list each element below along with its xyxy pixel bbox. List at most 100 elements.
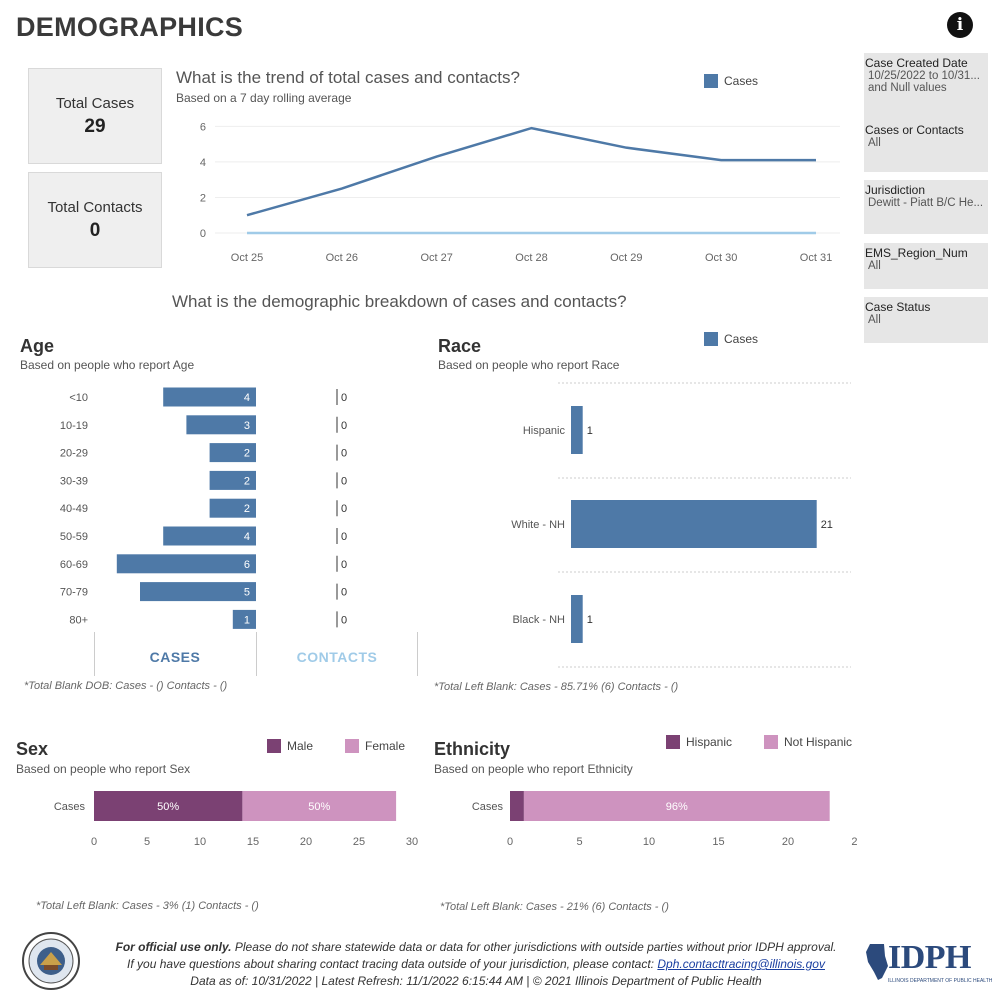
legend-label: Hispanic	[686, 735, 733, 749]
filter-label: Jurisdiction	[865, 183, 926, 197]
x-tick-label: Oct 27	[420, 252, 452, 264]
age-cases-bar	[163, 387, 256, 407]
x-tick-label: 0	[507, 836, 513, 848]
age-cases-value: 4	[244, 392, 250, 404]
age-cases-value: 1	[244, 614, 250, 626]
idph-logo-subtext: ILLINOIS DEPARTMENT OF PUBLIC HEALTH	[888, 978, 993, 984]
age-category-label: 40-49	[60, 503, 88, 515]
age-category-label: <10	[69, 392, 88, 404]
age-title: Age	[20, 336, 55, 356]
legend-swatch	[345, 739, 359, 753]
demographic-question: What is the demographic breakdown of cas…	[172, 292, 627, 311]
x-tick-label: 15	[712, 836, 724, 848]
stacked-category-label: Cases	[54, 801, 86, 813]
x-tick-label: 20	[782, 836, 794, 848]
age-cases-value: 4	[244, 531, 250, 543]
y-tick-label: 6	[200, 121, 206, 133]
age-contacts-value: 0	[341, 503, 347, 515]
race-bar	[571, 595, 583, 643]
filter-jurisdiction[interactable]: Jurisdiction Dewitt - Piatt B/C He...	[864, 180, 988, 234]
filter-value: All	[868, 260, 881, 272]
info-icon[interactable]: i	[947, 12, 973, 38]
x-tick-label: 5	[144, 836, 150, 848]
filter-label: Case Created Date	[865, 56, 968, 70]
x-tick-label: 5	[576, 836, 582, 848]
x-tick-label: 30	[406, 836, 418, 848]
x-tick-label: Oct 29	[610, 252, 642, 264]
race-value-label: 1	[587, 614, 593, 626]
y-tick-label: 0	[200, 228, 206, 240]
tab-cases[interactable]: CASES	[149, 649, 201, 665]
race-bar-chart: Hispanic 1 White - NH 21 Black - NH 1	[511, 382, 851, 668]
x-tick-label: 10	[194, 836, 206, 848]
age-category-label: 30-39	[60, 475, 88, 487]
race-category-label: Black - NH	[512, 614, 565, 626]
total-cases-card: Total Cases 29	[28, 68, 162, 164]
x-tick-label: 10	[643, 836, 655, 848]
trend-subtitle: Based on a 7 day rolling average	[176, 91, 352, 105]
age-category-label: 20-29	[60, 448, 88, 460]
filter-label: Case Status	[865, 300, 931, 314]
age-note: *Total Blank DOB: Cases - () Contacts - …	[24, 680, 228, 692]
x-tick-label: Oct 28	[515, 252, 547, 264]
tab-contacts[interactable]: CONTACTS	[296, 649, 378, 665]
y-tick-label: 2	[200, 192, 206, 204]
age-contacts-value: 0	[341, 475, 347, 487]
age-cases-bar	[232, 609, 256, 629]
segment-percent-label: 50%	[157, 801, 179, 813]
age-cases-value: 2	[244, 475, 250, 487]
age-category-label: 10-19	[60, 420, 88, 432]
footer-line3: Data as of: 10/31/2022 | Latest Refresh:…	[190, 974, 762, 988]
age-cases-bar	[209, 498, 256, 518]
stacked-category-label: Cases	[472, 801, 504, 813]
ethnicity-legend-not-hispanic: Not Hispanic	[764, 735, 852, 749]
filter-cases-or-contacts[interactable]: Cases or Contacts All	[864, 120, 988, 172]
age-cases-bar	[116, 554, 256, 574]
x-tick-label: 15	[247, 836, 259, 848]
idph-logo: IDPH ILLINOIS DEPARTMENT OF PUBLIC HEALT…	[864, 939, 993, 990]
age-contacts-value: 0	[341, 614, 347, 626]
race-value-label: 1	[587, 425, 593, 437]
x-tick-label: Oct 26	[326, 252, 358, 264]
segment-male	[94, 791, 243, 821]
age-category-label: 70-79	[60, 587, 88, 599]
race-category-label: White - NH	[511, 519, 565, 531]
race-legend: Cases	[704, 332, 758, 346]
legend-label: Not Hispanic	[784, 735, 853, 749]
idph-logo-text: IDPH	[888, 939, 972, 976]
age-cases-bar	[209, 443, 256, 463]
y-tick-label: 4	[200, 157, 206, 169]
segment-percent-label: 50%	[308, 801, 330, 813]
filter-ems-region[interactable]: EMS_Region_Num All	[864, 243, 988, 289]
filter-value-2: and Null values	[868, 82, 947, 94]
ethnicity-subtitle: Based on people who report Ethnicity	[434, 762, 633, 776]
age-cases-value: 2	[244, 503, 250, 515]
contact-email-link[interactable]: Dph.contacttracing@illinois.gov	[657, 957, 825, 971]
sex-stacked-bar-chart: Cases 50% 50% 0 5 10 15 20 25 30	[54, 791, 418, 848]
segment-not-hispanic	[523, 791, 830, 821]
age-category-label: 60-69	[60, 559, 88, 571]
trend-legend: Cases	[704, 74, 758, 88]
ethnicity-legend-hispanic: Hispanic	[666, 735, 732, 749]
filter-case-created-date[interactable]: Case Created Date 10/25/2022 to 10/31...…	[864, 53, 988, 120]
x-tick-label: Oct 31	[800, 252, 832, 264]
legend-label: Cases	[724, 74, 759, 88]
total-cases-value: 29	[84, 116, 106, 137]
age-category-label: 50-59	[60, 531, 88, 543]
filter-case-status[interactable]: Case Status All	[864, 297, 988, 343]
filter-value: All	[868, 314, 881, 326]
sex-title: Sex	[16, 739, 49, 759]
age-contacts-value: 0	[341, 531, 347, 543]
age-contacts-value: 0	[341, 587, 347, 599]
age-cases-bar	[163, 526, 256, 546]
seal-of-illinois-icon	[22, 932, 80, 990]
x-tick-label: Oct 30	[705, 252, 737, 264]
tab-divider	[417, 632, 418, 676]
sex-legend-male: Male	[267, 739, 313, 753]
x-tick-label: Oct 25	[231, 252, 263, 264]
legend-label: Cases	[724, 332, 759, 346]
total-contacts-value: 0	[89, 220, 101, 241]
filter-label: Cases or Contacts	[865, 123, 964, 137]
footer-line2: If you have questions about sharing cont…	[127, 957, 658, 971]
legend-swatch	[764, 735, 778, 749]
